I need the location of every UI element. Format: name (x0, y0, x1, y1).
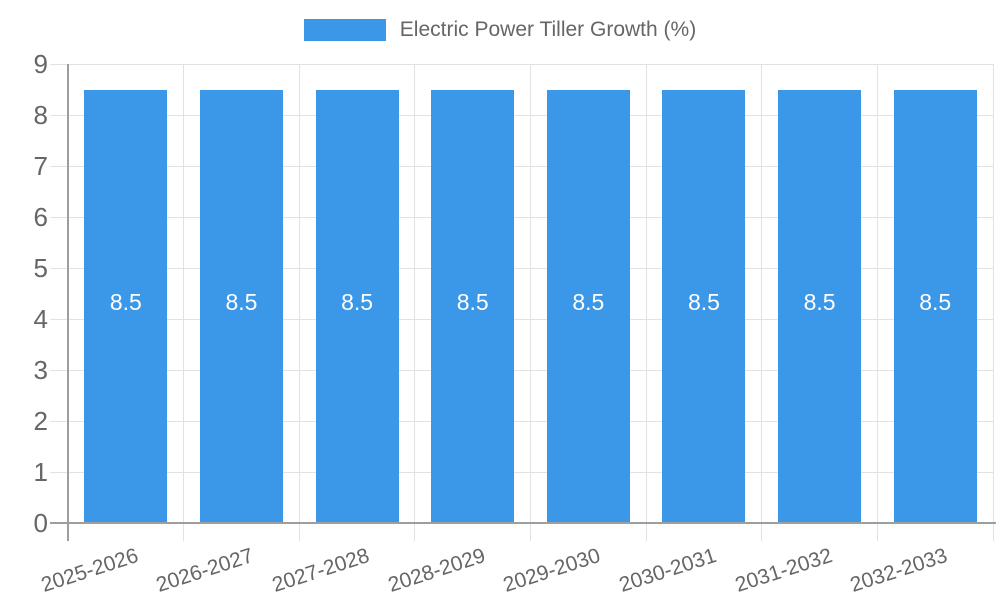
gridline-vertical (645, 64, 647, 541)
bar-value-label: 8.5 (803, 288, 836, 315)
gridline-horizontal (50, 165, 993, 167)
gridline-vertical (530, 64, 531, 541)
gridline-horizontal (50, 420, 993, 422)
bar[interactable]: 8.5 (431, 89, 515, 523)
bar-value-label: 8.5 (225, 288, 258, 315)
x-axis-line (50, 522, 996, 524)
gridline-horizontal (50, 369, 993, 371)
bar[interactable]: 8.5 (778, 89, 862, 523)
gridline-vertical (298, 64, 300, 541)
y-tick-label: 0 (33, 508, 48, 538)
y-tick-label: 5 (33, 253, 48, 283)
gridline-vertical (876, 64, 878, 541)
chart-legend: Electric Power Tiller Growth (%) (0, 18, 1000, 42)
bar-value-label: 8.5 (572, 288, 605, 315)
y-tick-label: 1 (33, 457, 48, 487)
y-axis-line (67, 64, 69, 541)
y-tick-label: 3 (33, 355, 48, 385)
gridline-horizontal (50, 114, 993, 116)
bar[interactable]: 8.5 (546, 89, 630, 523)
y-tick-label: 8 (33, 100, 48, 130)
bar[interactable]: 8.5 (84, 89, 168, 523)
y-tick-label: 4 (33, 304, 48, 334)
y-tick-label: 9 (33, 49, 48, 79)
gridline-vertical (183, 64, 185, 541)
gridline-vertical (761, 64, 763, 541)
bar-value-label: 8.5 (109, 288, 142, 315)
legend-item[interactable]: Electric Power Tiller Growth (%) (303, 18, 697, 42)
y-tick-label: 2 (33, 406, 48, 436)
gridline-horizontal (50, 267, 993, 269)
bar[interactable]: 8.5 (315, 89, 399, 523)
bar-value-label: 8.5 (687, 288, 720, 315)
y-tick-label: 7 (33, 151, 48, 181)
gridline-horizontal (50, 471, 993, 473)
legend-color-swatch (303, 19, 386, 41)
bar-value-label: 8.5 (341, 288, 374, 315)
gridline-horizontal (50, 63, 993, 65)
bar[interactable]: 8.5 (662, 89, 746, 523)
gridline-horizontal (50, 216, 993, 218)
y-tick-label: 6 (33, 202, 48, 232)
legend-label: Electric Power Tiller Growth (%) (399, 18, 697, 41)
bar-value-label: 8.5 (456, 288, 489, 315)
bar[interactable]: 8.5 (893, 89, 977, 523)
gridline-horizontal (50, 318, 993, 320)
bar-value-label: 8.5 (919, 288, 952, 315)
gridline-vertical (414, 64, 416, 541)
bar[interactable]: 8.5 (199, 89, 283, 523)
gridline-vertical (992, 64, 994, 541)
